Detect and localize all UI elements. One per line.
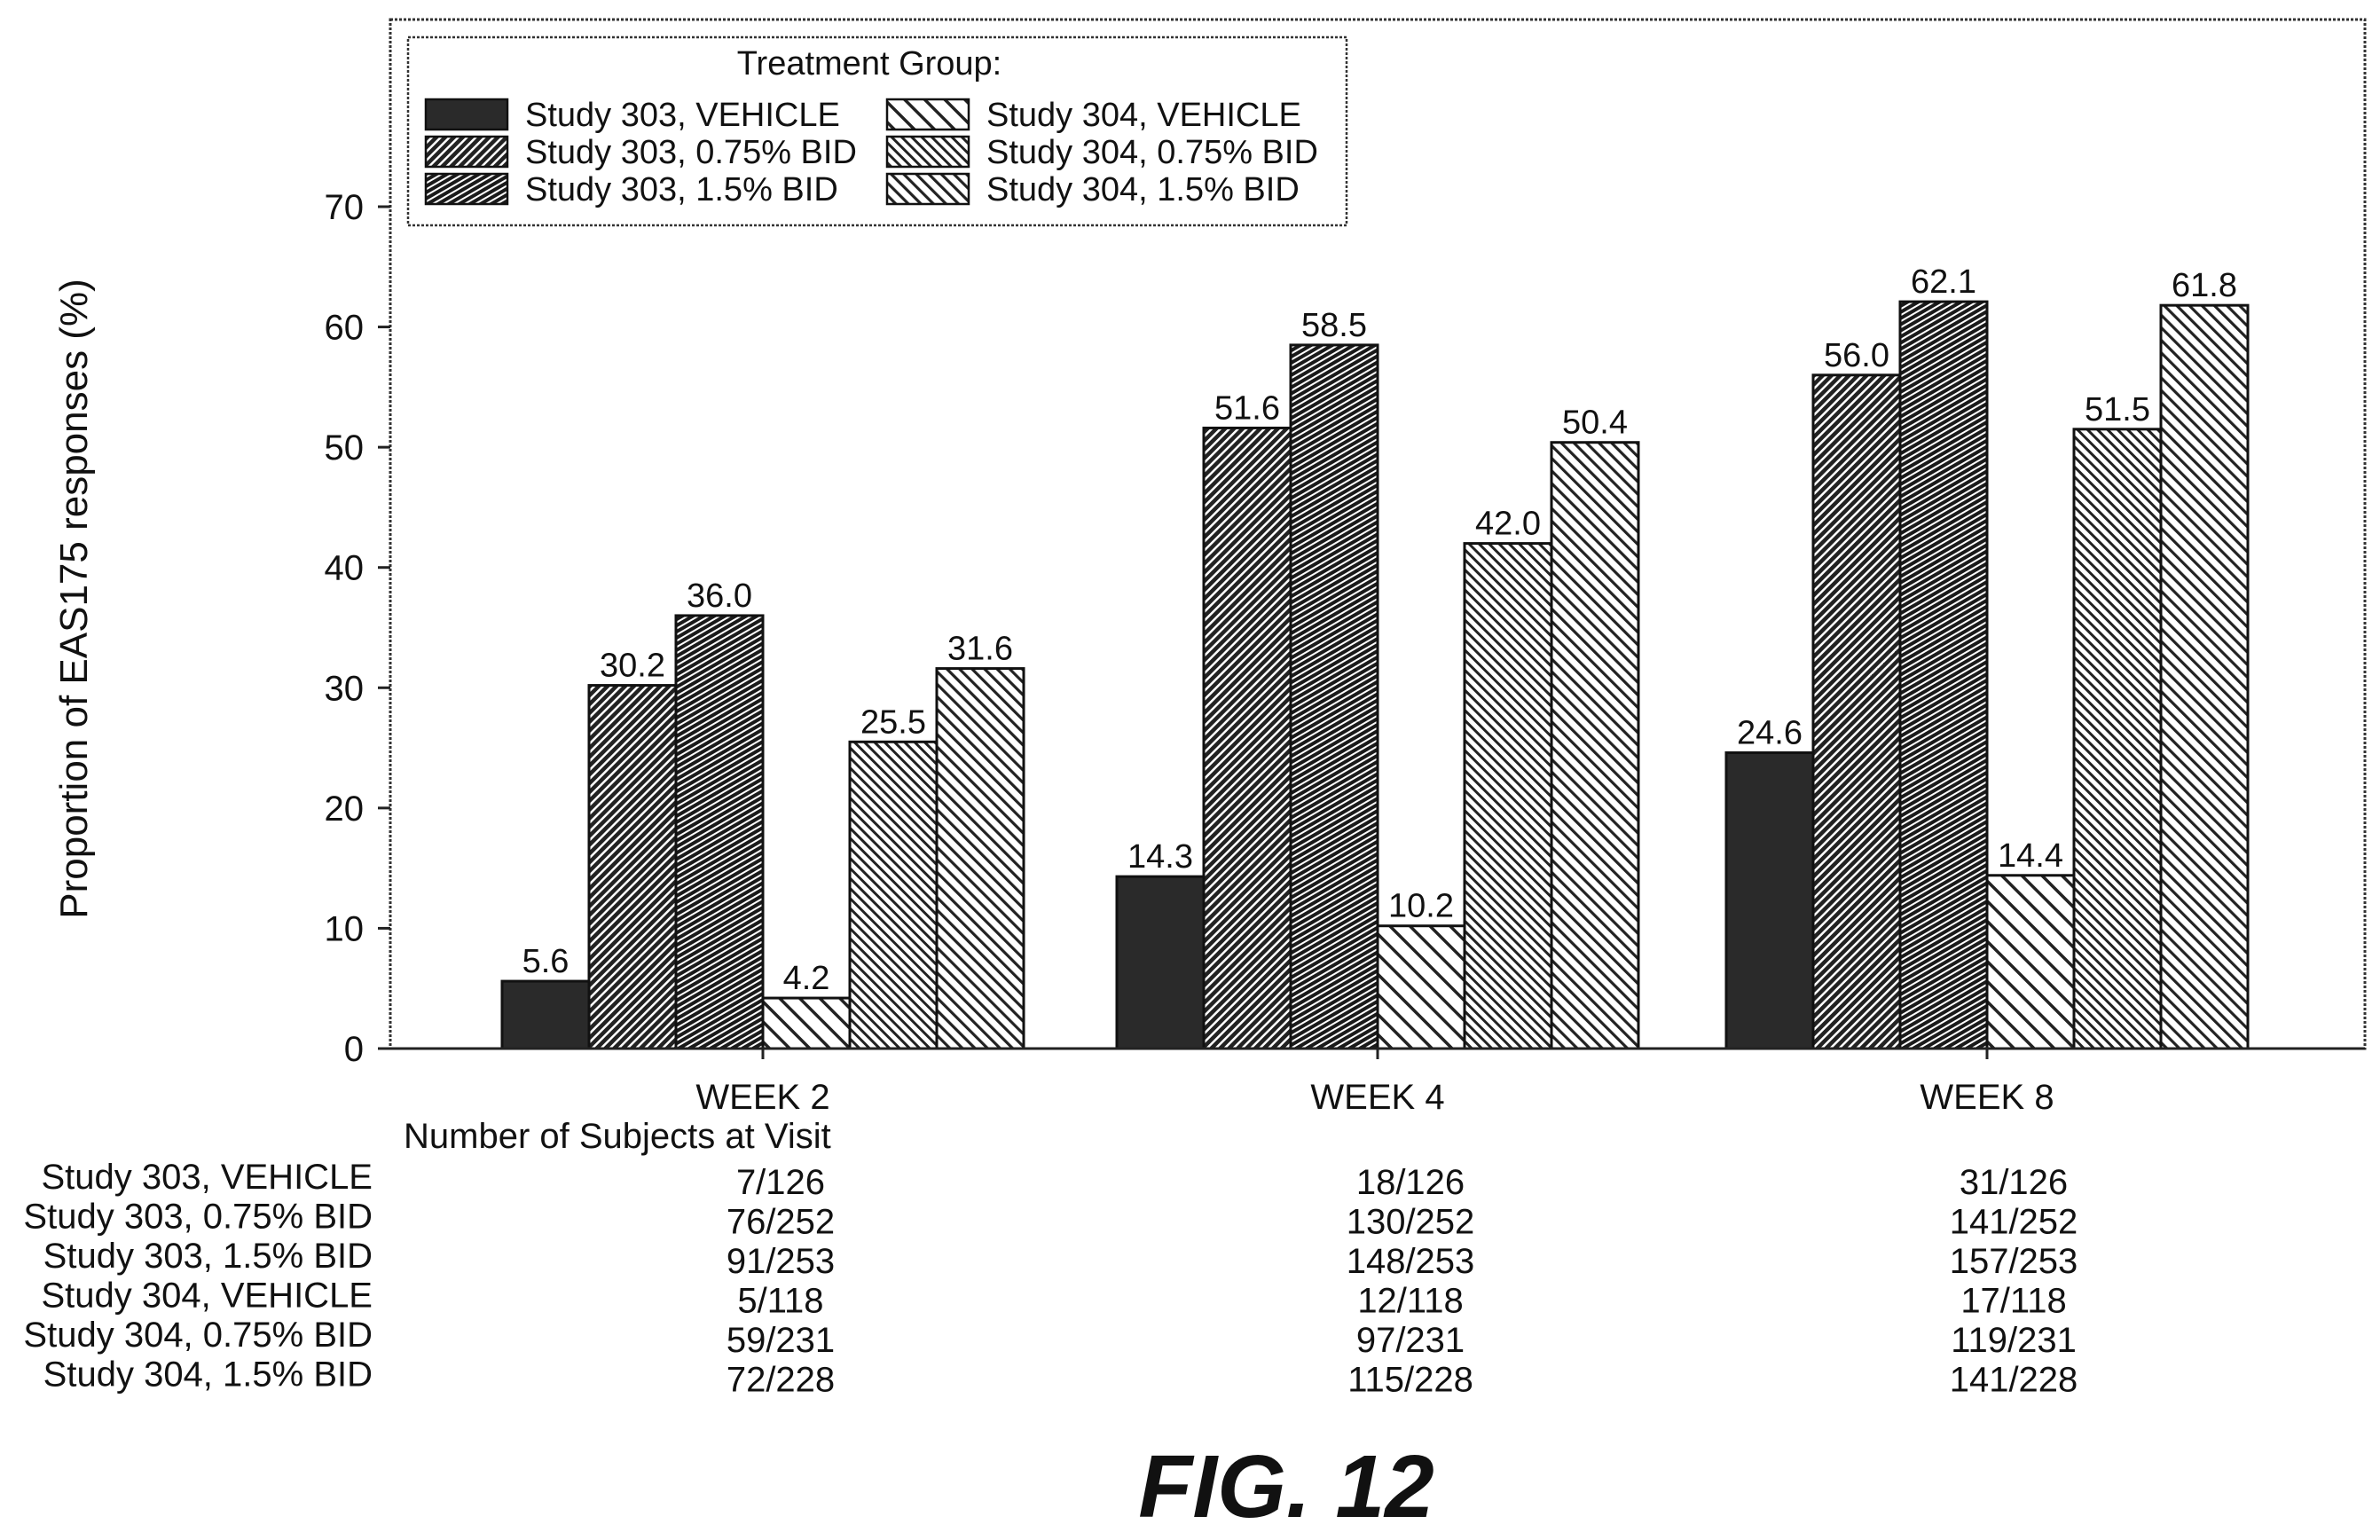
figure-label: FIG. 12 <box>1138 1437 1433 1536</box>
bar-value-label: 4.2 <box>783 960 830 997</box>
bar <box>2072 428 2163 1050</box>
bar-value-label: 14.3 <box>1127 838 1193 876</box>
bar <box>1550 441 1640 1050</box>
x-category-label: WEEK 4 <box>1310 1078 1444 1117</box>
legend-swatch <box>424 98 509 131</box>
y-tick-label: 10 <box>325 909 365 948</box>
legend-entry-label: Study 304, 0.75% BID <box>986 134 1318 171</box>
y-tick-label: 0 <box>344 1030 364 1069</box>
bar-value-label: 61.8 <box>2172 267 2237 304</box>
subjects-cell: 17/118 <box>1960 1282 2066 1321</box>
legend-swatch <box>885 135 970 169</box>
bar-value-label: 5.6 <box>522 943 569 980</box>
subjects-row-label: Study 304, 1.5% BID <box>43 1355 373 1395</box>
legend-entry-label: Study 303, 0.75% BID <box>525 134 857 171</box>
subjects-cell: 76/252 <box>727 1203 835 1242</box>
legend-swatch <box>885 172 970 206</box>
subjects-cell: 59/231 <box>727 1321 835 1360</box>
bar-value-label: 50.4 <box>1562 405 1628 442</box>
bar-value-label: 30.2 <box>600 648 665 685</box>
subjects-table-heading: Number of Subjects at Visit <box>404 1117 831 1156</box>
bar-value-label: 25.5 <box>860 703 926 741</box>
subjects-row-label: Study 304, 0.75% BID <box>23 1316 373 1355</box>
bar-value-label: 36.0 <box>687 578 752 615</box>
legend-entry-label: Study 304, 1.5% BID <box>986 171 1300 208</box>
y-tick-label: 20 <box>325 790 365 829</box>
subjects-cell: 97/231 <box>1356 1321 1465 1360</box>
bar-value-label: 10.2 <box>1388 888 1454 925</box>
subjects-cell: 7/126 <box>736 1163 825 1202</box>
subjects-cell: 115/228 <box>1347 1361 1473 1400</box>
bar-value-labels: 5.6 30.2 36.0 4.2 25.5 31.6 14.3 51.6 58.5 10.2 42… <box>522 263 2237 997</box>
bar <box>1376 924 1466 1050</box>
legend-swatch <box>885 98 970 131</box>
bar-value-label: 62.1 <box>1911 263 1976 301</box>
legend-title: Treatment Group: <box>737 45 1002 82</box>
bar <box>587 684 678 1050</box>
subjects-cell: 148/253 <box>1347 1242 1475 1281</box>
bar <box>674 614 765 1050</box>
bar-value-label: 31.6 <box>947 631 1013 668</box>
subjects-cell: 72/228 <box>727 1361 835 1400</box>
x-category-label: WEEK 2 <box>695 1078 829 1117</box>
bar <box>1985 874 2076 1050</box>
plot-frame <box>389 18 2367 1050</box>
bar <box>500 979 591 1050</box>
legend-entry-label: Study 303, VEHICLE <box>525 97 840 134</box>
legend-entry-label: Study 304, VEHICLE <box>986 97 1301 134</box>
x-category-label: WEEK 8 <box>1920 1078 2054 1117</box>
legend-entry-label: Study 303, 1.5% BID <box>525 171 838 208</box>
subjects-cell: 130/252 <box>1347 1203 1475 1242</box>
plot-border <box>389 18 2367 1050</box>
subjects-cell: 91/253 <box>727 1242 835 1281</box>
subjects-table: Study 303, VEHICLE 7/126 18/126 31/126 Study… <box>23 1158 2078 1400</box>
bar-value-label: 58.5 <box>1301 307 1367 344</box>
bar <box>1115 875 1206 1050</box>
subjects-cell: 31/126 <box>1960 1163 2068 1202</box>
bar <box>1463 542 1553 1050</box>
subjects-row-label: Study 303, VEHICLE <box>41 1158 373 1197</box>
y-tick-label: 50 <box>325 428 365 468</box>
y-tick-label: 70 <box>325 188 365 227</box>
legend-box <box>406 35 1348 227</box>
y-axis: 0 10 20 30 40 50 60 70 <box>325 188 390 1069</box>
subjects-cell: 5/118 <box>737 1282 823 1321</box>
subjects-row-label: Study 303, 0.75% BID <box>23 1198 373 1237</box>
bar <box>848 740 939 1050</box>
legend: Treatment Group: Study 303, VEHICLEStudy… <box>406 35 1348 227</box>
subjects-row-label: Study 304, VEHICLE <box>41 1277 373 1316</box>
bar <box>1289 343 1379 1050</box>
bars <box>500 300 2250 1050</box>
bar-value-label: 14.4 <box>1998 837 2063 875</box>
legend-swatch <box>424 172 509 206</box>
bar <box>1898 300 1989 1050</box>
bar-value-label: 56.0 <box>1824 337 1889 374</box>
subjects-cell: 12/118 <box>1357 1282 1463 1321</box>
bar <box>1811 373 1902 1050</box>
subjects-row-label: Study 303, 1.5% BID <box>43 1237 373 1276</box>
bar-value-label: 24.6 <box>1737 714 1803 751</box>
y-tick-label: 40 <box>325 549 365 588</box>
subjects-cell: 141/252 <box>1950 1203 2078 1242</box>
bar-value-label: 42.0 <box>1475 506 1541 543</box>
y-axis-label: Proportion of EAS175 responses (%) <box>52 279 96 919</box>
subjects-cell: 18/126 <box>1356 1163 1465 1202</box>
bar <box>761 996 852 1050</box>
y-tick-label: 60 <box>325 309 365 348</box>
subjects-cell: 119/231 <box>1951 1321 2077 1360</box>
legend-swatch <box>424 135 509 169</box>
x-axis: WEEK 2 WEEK 4 WEEK 8 <box>378 1047 2365 1117</box>
subjects-cell: 141/228 <box>1950 1361 2078 1400</box>
y-tick-label: 30 <box>325 669 365 708</box>
subjects-cell: 157/253 <box>1950 1242 2078 1281</box>
bar <box>2159 303 2250 1050</box>
bar <box>935 667 1025 1050</box>
bar-value-label: 51.6 <box>1214 389 1280 427</box>
bar <box>1724 750 1815 1050</box>
bar <box>1202 426 1292 1050</box>
bar-value-label: 51.5 <box>2085 391 2150 428</box>
